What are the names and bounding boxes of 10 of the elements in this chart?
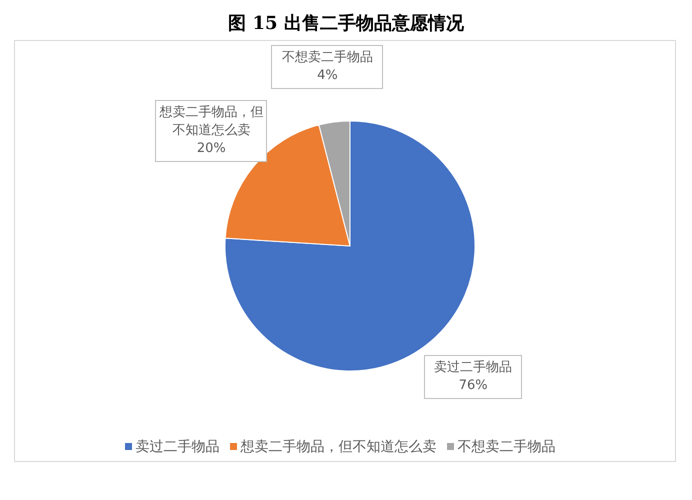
legend-label: 不想卖二手物品 — [458, 439, 556, 455]
data-label: 4% — [316, 67, 339, 86]
chart-title: 图 15 出售二手物品意愿情况 — [227, 12, 465, 36]
data-label: 20% — [196, 140, 227, 158]
data-label: 76% — [458, 377, 489, 396]
slice-label: 卖过二手物品 — [433, 359, 514, 378]
slice-label: 不想卖二手物品 — [280, 49, 374, 68]
slice-label: 想卖二手物品，但不知道怎么卖 — [158, 104, 264, 140]
legend-label: 卖过二手物品 — [136, 439, 220, 455]
legend-label: 想卖二手物品，但不知道怎么卖 — [240, 439, 436, 455]
